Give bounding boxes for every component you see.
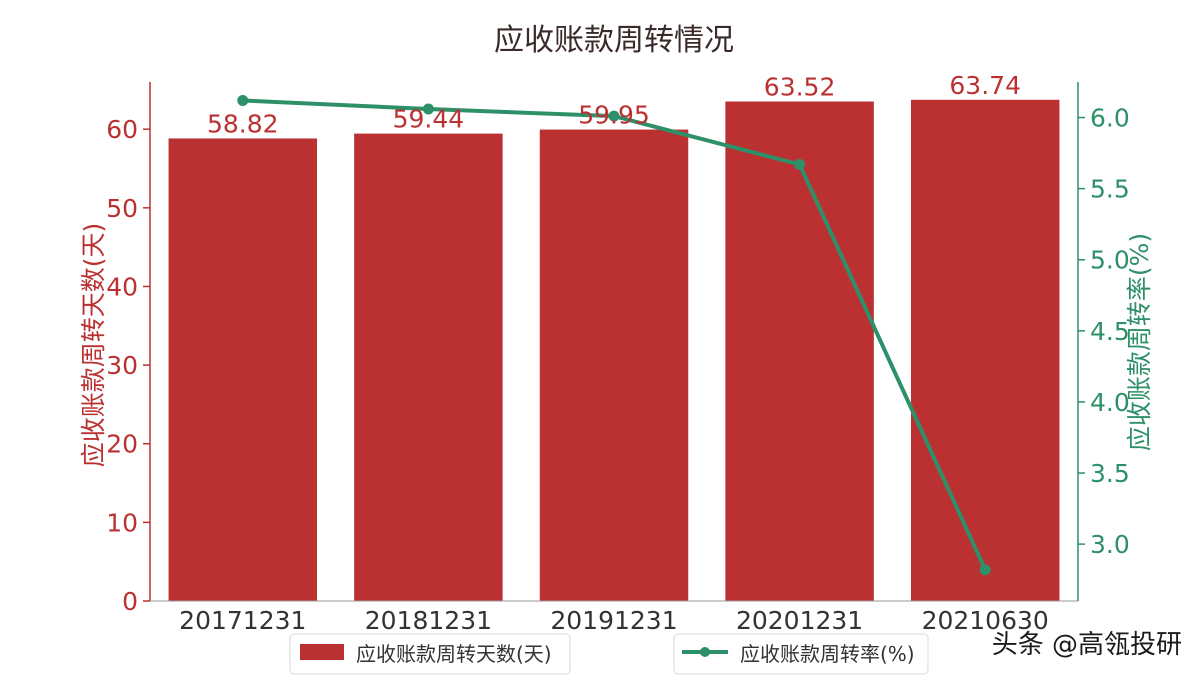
bar-data-label: 58.82 (207, 109, 279, 138)
line-point-20171231 (237, 94, 249, 106)
bar-20181231 (354, 133, 503, 601)
line-point-20191231 (608, 110, 620, 122)
line-layer (237, 94, 991, 576)
y-left-tick-label: 30 (106, 351, 138, 380)
axes-layer: 0 10 20 30 40 50 60 3.0 3.5 4.0 4.5 5.0 5.5 6.0 201712… (106, 82, 1130, 635)
line-point-20181231 (422, 103, 434, 115)
bar-20191231 (539, 129, 689, 601)
line-point-20201231 (794, 158, 806, 170)
legend-box-line (673, 633, 929, 675)
y-right-tick-label: 6.0 (1090, 104, 1130, 133)
x-tick-label: 20210630 (922, 606, 1049, 635)
x-tick-label: 20201231 (736, 606, 863, 635)
bars-layer (168, 99, 1060, 601)
bar-data-label: 63.52 (764, 73, 836, 102)
legend-swatch-marker (700, 647, 710, 657)
y-left-tick-label: 50 (106, 194, 138, 223)
labels-layer: 58.82 59.44 59.95 63.52 63.74 (207, 71, 1021, 139)
y-left-axis-label: 应收账款周转天数(天) (79, 223, 108, 468)
legend-box-bar (289, 633, 571, 675)
bar-data-label: 63.74 (949, 71, 1021, 100)
legend-label-bar: 应收账款周转天数(天) (356, 642, 552, 666)
x-tick-label: 20171231 (179, 606, 306, 635)
y-left-tick-label: 0 (122, 587, 138, 616)
bar-20210630 (910, 99, 1060, 601)
line-point-20210630 (979, 564, 991, 576)
y-right-tick-label: 5.5 (1090, 175, 1130, 204)
watermark: 头条 @高瓴投研 (991, 630, 1182, 660)
y-left-tick-label: 20 (106, 430, 138, 459)
y-left-tick-label: 40 (106, 272, 138, 301)
bar-data-label: 59.44 (393, 105, 465, 134)
y-right-tick-label: 4.5 (1090, 317, 1130, 346)
y-right-tick-label: 3.0 (1090, 530, 1130, 559)
y-right-axis-label: 应收账款周转率(%) (1125, 233, 1154, 451)
bar-20171231 (168, 138, 318, 601)
y-left-tick-label: 60 (106, 115, 138, 144)
y-right-tick-label: 3.5 (1090, 459, 1130, 488)
legend-swatch-bar (300, 644, 344, 660)
legend: 应收账款周转天数(天) 应收账款周转率(%) (289, 633, 929, 675)
legend-label-line: 应收账款周转率(%) (740, 642, 915, 666)
y-right-tick-label: 4.0 (1090, 388, 1130, 417)
y-left-tick-label: 10 (106, 508, 138, 537)
x-tick-label: 20191231 (550, 606, 677, 635)
chart-title: 应收账款周转情况 (494, 23, 734, 58)
bar-data-label: 59.95 (578, 101, 650, 130)
bar-20201231 (725, 101, 874, 601)
x-tick-label: 20181231 (365, 606, 492, 635)
y-right-tick-label: 5.0 (1090, 246, 1130, 275)
